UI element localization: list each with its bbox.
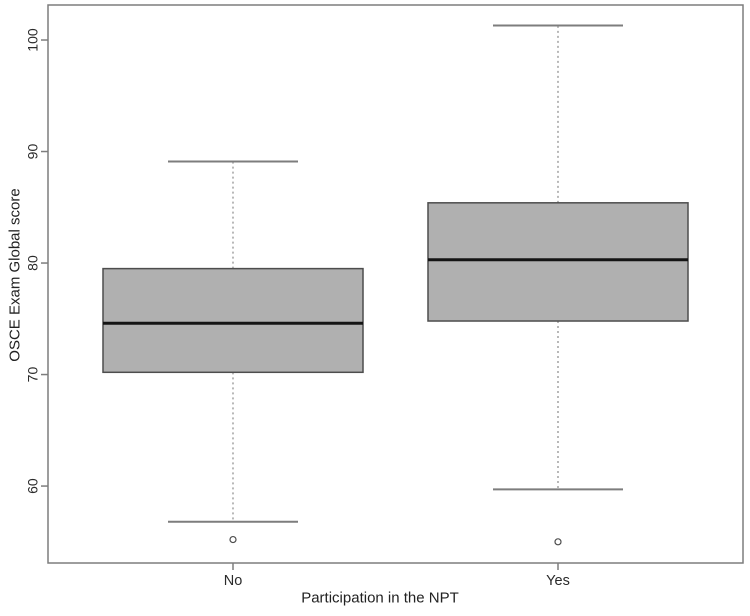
y-tick-label: 90: [25, 144, 41, 160]
outlier-point-yes: [554, 538, 562, 546]
y-tick-label: 80: [25, 255, 41, 271]
iqr-box-no: [102, 267, 364, 374]
iqr-box-yes: [427, 202, 689, 322]
y-tick-label: 60: [25, 478, 41, 494]
x-axis-title: Participation in the NPT: [301, 589, 459, 607]
y-tick-label: 70: [25, 367, 41, 383]
y-axis-title: OSCE Exam Global score: [6, 188, 24, 362]
x-tick-label: No: [224, 573, 243, 589]
plot-frame: [47, 4, 744, 564]
x-tick-label: Yes: [546, 573, 570, 589]
y-tick-label: 100: [25, 28, 41, 52]
outlier-point-no: [229, 535, 237, 544]
